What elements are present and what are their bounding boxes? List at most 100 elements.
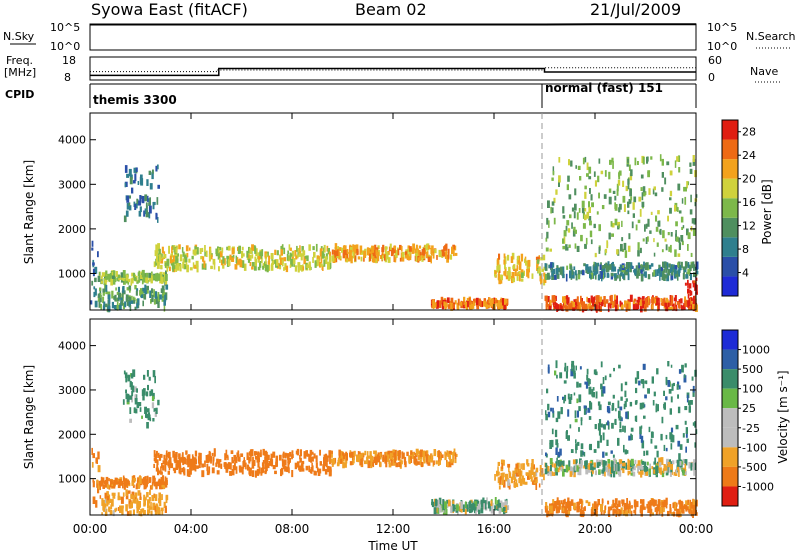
- range-gate-cell: [523, 270, 525, 276]
- range-gate-cell: [145, 277, 149, 283]
- range-gate-cell: [552, 509, 554, 515]
- range-gate-cell: [683, 374, 686, 379]
- range-gate-cell: [553, 274, 557, 280]
- range-gate-cell: [261, 249, 264, 257]
- range-gate-cell: [574, 243, 577, 249]
- range-gate-cell: [614, 195, 617, 201]
- range-gate-cell: [612, 499, 615, 505]
- velocity-colorbar-tick-label: 500: [742, 363, 763, 376]
- range-gate-cell: [691, 304, 695, 311]
- range-gate-cell: [163, 254, 167, 259]
- range-gate-cell: [600, 300, 602, 304]
- range-gate-cell: [148, 505, 151, 514]
- range-gate-cell: [689, 291, 693, 296]
- range-gate-cell: [654, 507, 657, 512]
- range-gate-cell: [232, 255, 235, 259]
- range-gate-cell: [186, 455, 190, 463]
- range-gate-cell: [268, 461, 272, 466]
- range-gate-cell: [397, 248, 400, 256]
- range-gate-cell: [112, 510, 115, 517]
- range-gate-cell: [512, 265, 515, 270]
- range-gate-cell: [126, 511, 130, 516]
- range-gate-cell: [624, 401, 627, 408]
- range-gate-cell: [654, 499, 657, 506]
- range-gate-cell: [589, 400, 592, 408]
- range-gate-cell: [432, 300, 435, 308]
- range-gate-cell: [579, 176, 582, 181]
- power-colorbar-tick-label: 20: [742, 173, 756, 186]
- velocity-colorbar-tick-label: 100: [742, 383, 763, 396]
- range-gate-cell: [196, 265, 199, 273]
- range-gate-cell: [91, 280, 94, 286]
- range-gate-cell: [682, 469, 685, 476]
- range-gate-cell: [497, 504, 500, 511]
- range-gate-cell: [400, 460, 403, 465]
- range-gate-cell: [284, 452, 287, 459]
- range-gate-cell: [204, 245, 206, 252]
- range-gate-cell: [161, 298, 164, 302]
- range-gate-cell: [559, 304, 562, 311]
- range-gate-cell: [684, 196, 687, 205]
- range-gate-cell: [675, 236, 679, 242]
- range-gate-cell: [577, 301, 580, 306]
- range-gate-cell: [607, 470, 610, 476]
- range-gate-cell: [237, 454, 240, 462]
- range-gate-cell: [231, 247, 235, 255]
- range-gate-cell: [342, 461, 345, 469]
- range-gate-cell: [267, 454, 270, 461]
- range-gate-cell: [102, 484, 105, 488]
- range-gate-cell: [450, 505, 453, 513]
- range-gate-cell: [627, 210, 630, 215]
- range-gate-cell: [331, 451, 333, 458]
- range-gate-cell: [367, 462, 371, 469]
- range-gate-cell: [602, 460, 606, 468]
- range-gate-cell: [498, 274, 500, 281]
- range-gate-cell: [693, 508, 696, 515]
- range-gate-cell: [562, 296, 565, 303]
- range-gate-cell: [135, 203, 138, 209]
- range-gate-cell: [455, 504, 459, 511]
- range-gate-cell: [551, 177, 554, 181]
- range-gate-cell: [588, 216, 592, 221]
- range-gate-cell: [323, 244, 326, 253]
- range-gate-cell: [628, 307, 631, 311]
- range-gate-cell: [545, 508, 548, 513]
- range-gate-cell: [524, 258, 526, 264]
- range-gate-cell: [150, 292, 153, 296]
- range-gate-cell: [310, 456, 313, 463]
- range-gate-cell: [449, 254, 453, 260]
- range-gate-cell: [188, 470, 191, 477]
- range-gate-cell: [393, 452, 397, 456]
- range-gate-cell: [153, 201, 156, 206]
- range-gate-cell: [553, 217, 556, 225]
- range-gate-cell: [154, 291, 158, 299]
- x-tick-label: 04:00: [174, 522, 209, 536]
- range-gate-cell: [499, 476, 502, 485]
- range-gate-cell: [156, 255, 159, 263]
- range-gate-cell: [634, 509, 637, 515]
- range-gate-cell: [262, 263, 265, 268]
- range-gate-cell: [562, 206, 565, 214]
- range-gate-cell: [642, 238, 645, 242]
- range-gate-cell: [431, 250, 433, 256]
- range-gate-cell: [585, 269, 588, 273]
- range-gate-cell: [615, 408, 617, 412]
- range-gate-cell: [571, 363, 573, 372]
- range-gate-cell: [565, 509, 569, 514]
- range-gate-cell: [560, 467, 563, 472]
- range-gate-cell: [142, 300, 144, 307]
- range-gate-cell: [102, 296, 105, 304]
- range-gate-cell: [684, 420, 687, 425]
- range-gate-cell: [328, 251, 332, 256]
- range-gate-cell: [664, 465, 668, 471]
- range-gate-cell: [678, 385, 681, 390]
- range-gate-cell: [285, 265, 289, 273]
- range-gate-cell: [563, 299, 567, 307]
- range-gate-cell: [686, 394, 689, 403]
- range-gate-cell: [174, 259, 176, 265]
- range-gate-cell: [590, 194, 593, 201]
- range-gate-cell: [480, 499, 484, 508]
- range-gate-cell: [681, 461, 684, 465]
- range-gate-cell: [282, 451, 285, 458]
- range-gate-cell: [176, 263, 180, 271]
